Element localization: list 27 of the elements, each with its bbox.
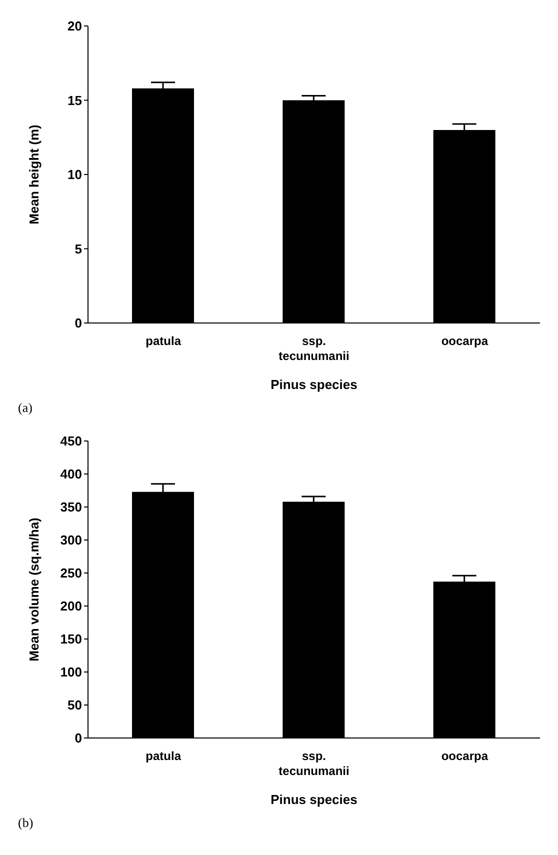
y-axis-title: Mean height (m) <box>26 124 42 224</box>
y-tick-label: 50 <box>68 698 82 713</box>
y-tick-label: 450 <box>60 434 82 449</box>
x-tick-label: ssp. tecunumanii <box>278 749 350 778</box>
text: (a) <box>18 400 32 416</box>
y-tick-label: 15 <box>68 92 82 108</box>
y-tick-label: 400 <box>60 466 82 482</box>
x-axis-title: Pinus species <box>270 792 358 807</box>
y-tick-label: 300 <box>60 532 82 548</box>
y-tick-label: 0 <box>74 730 82 746</box>
y-tick-label: 350 <box>60 500 82 515</box>
text: (b) <box>18 815 34 831</box>
x-tick-label: oocarpa <box>441 334 488 348</box>
x-axis-title: Pinus species <box>270 377 358 392</box>
y-axis-title: Mean volume (sq.m/ha) <box>26 518 42 662</box>
x-tick-label: patula <box>146 749 182 763</box>
y-tick-label: 150 <box>60 632 82 647</box>
x-tick-label: oocarpa <box>441 749 488 763</box>
x-tick-label: patula <box>146 334 182 348</box>
x-tick-label: ssp. tecunumanii <box>278 334 350 363</box>
y-tick-label: 20 <box>68 18 82 34</box>
y-tick-label: 200 <box>60 598 82 614</box>
y-tick-label: 5 <box>74 241 82 256</box>
y-tick-label: 10 <box>68 167 82 182</box>
y-tick-label: 250 <box>60 566 82 581</box>
y-tick-label: 0 <box>74 316 82 331</box>
y-tick-label: 100 <box>60 664 82 680</box>
